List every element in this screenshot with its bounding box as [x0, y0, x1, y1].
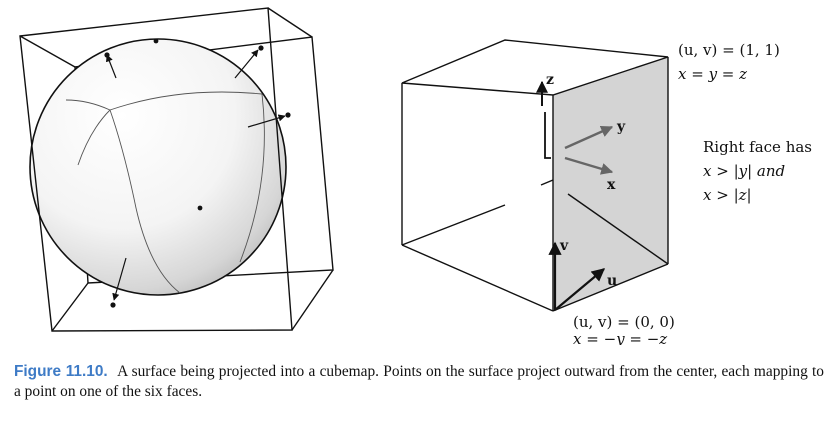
center-point: [197, 205, 203, 211]
surface-point: [258, 45, 264, 51]
left-cube-front-edges: [19, 7, 293, 332]
axis-z-label: z: [546, 72, 554, 88]
sphere-cube-diagram: [19, 7, 334, 332]
right-face-note-line3: x > |z|: [703, 186, 752, 204]
uv-top-tuple: (u, v) = (1, 1): [678, 41, 780, 59]
right-cube-edges: [401, 39, 669, 312]
right-face-note-line2: x > |y| and: [703, 162, 785, 180]
uv-bottom-tuple: (u, v) = (0, 0): [573, 313, 675, 331]
uv-bottom-equation: x = −y = −z: [573, 330, 667, 345]
surface-point: [104, 52, 110, 58]
sphere: [29, 38, 287, 296]
surface-point: [110, 302, 116, 308]
figure-caption-text: A surface being projected into a cubemap…: [14, 363, 824, 400]
axis-v-label: v: [559, 238, 569, 254]
cubemap-face-diagram: [401, 39, 669, 312]
figure-caption-label: Figure 11.10.: [14, 363, 108, 380]
surface-point: [285, 112, 291, 118]
figure-caption: Figure 11.10. A surface being projected …: [14, 362, 824, 402]
axis-x-label: x: [607, 177, 616, 193]
axis-u-label: u: [607, 273, 617, 289]
surface-point: [153, 38, 159, 44]
projection-arrows: [104, 38, 291, 308]
right-face-note-line1: Right face has: [703, 138, 812, 156]
uv-top-equation: x = y = z: [678, 65, 747, 83]
sphere-face-curves: [65, 91, 265, 294]
axis-y-label: y: [616, 119, 626, 135]
figure-illustration: z y x v u (u, v) = (1, 1) x = y = z Righ…: [19, 7, 812, 345]
right-face: [553, 57, 668, 311]
